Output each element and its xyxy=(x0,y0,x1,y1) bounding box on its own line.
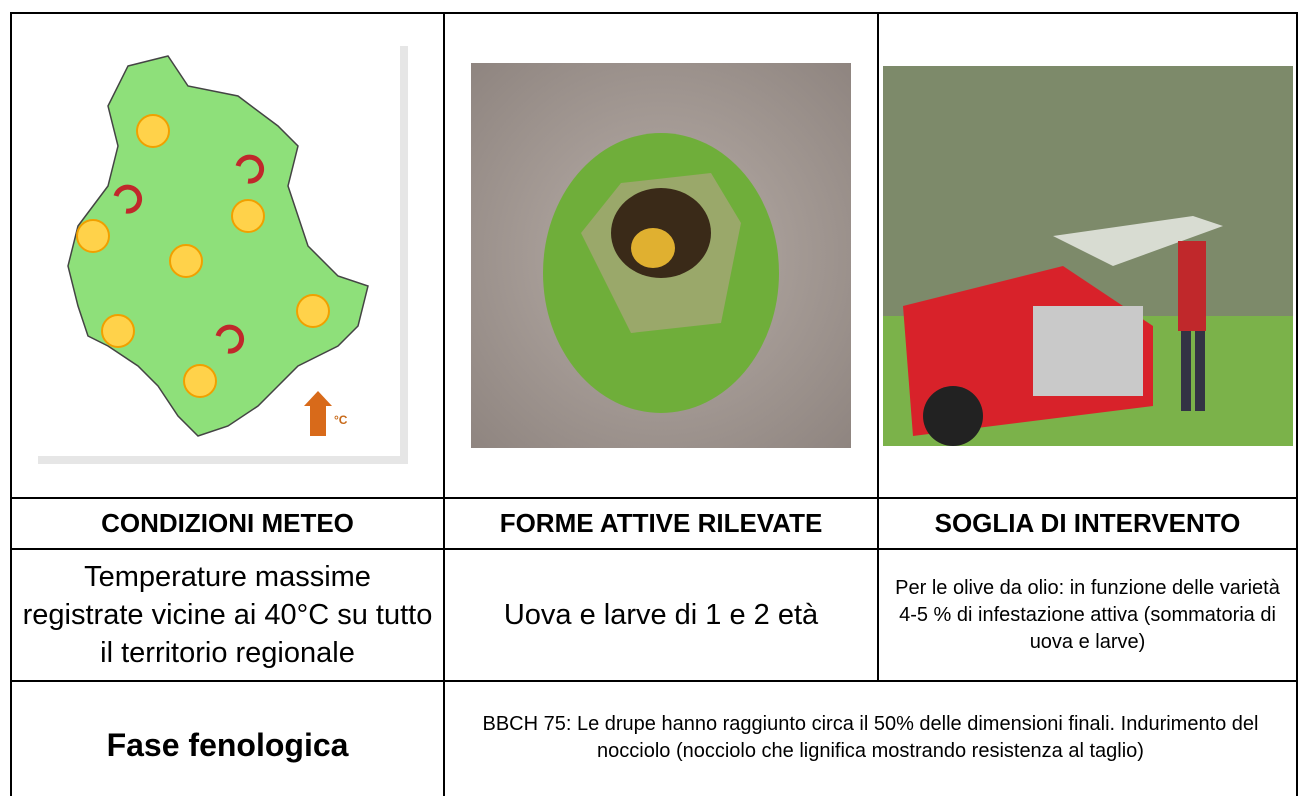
header: CONDIZIONI METEO xyxy=(10,497,445,550)
table-cell: Uova e larve di 1 e 2 età xyxy=(443,548,879,682)
sprayer-photo xyxy=(882,65,1293,446)
header: FORME ATTIVE RILEVATE xyxy=(443,497,879,550)
image-cell xyxy=(877,12,1298,499)
olive-photo xyxy=(471,63,851,448)
header: SOGLIA DI INTERVENTO xyxy=(877,497,1298,550)
image-cell xyxy=(443,12,879,499)
table-cell: Per le olive da olio: in funzione delle … xyxy=(877,548,1298,682)
table-cell: Temperature massime registrate vicine ai… xyxy=(10,548,445,682)
weather-map: °C xyxy=(37,45,408,464)
phenology-text: BBCH 75: Le drupe hanno raggiunto circa … xyxy=(443,680,1298,796)
map-legend: °C xyxy=(334,413,348,427)
phenology-label: Fase fenologica xyxy=(10,680,445,796)
image-cell: °C xyxy=(10,12,445,499)
